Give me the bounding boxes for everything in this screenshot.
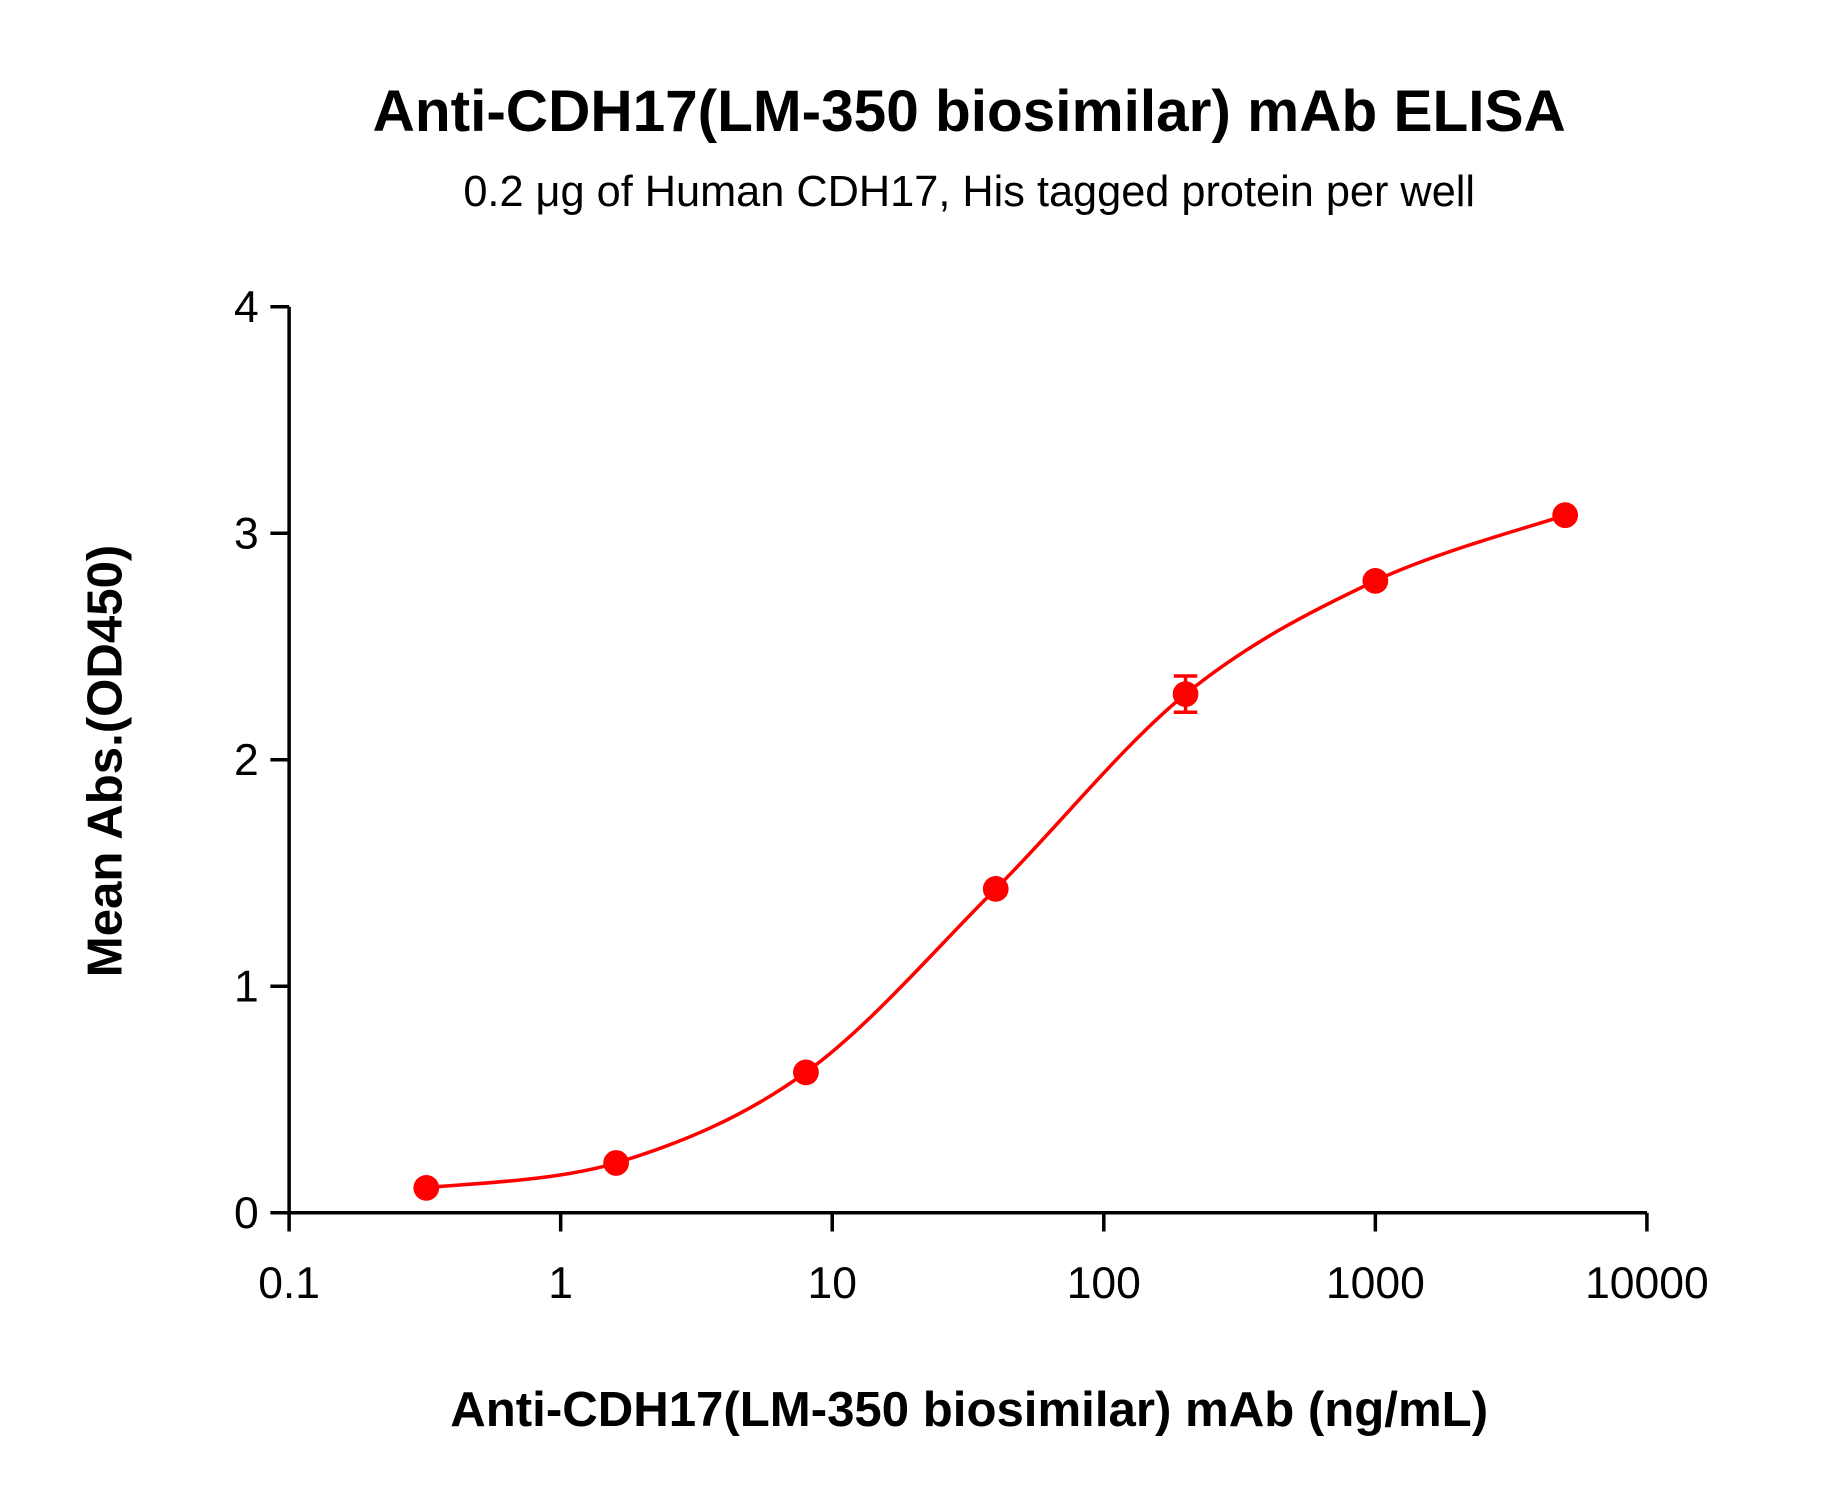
data-points xyxy=(413,502,1579,1201)
x-tick-label: 0.1 xyxy=(258,1259,320,1308)
y-tick-label: 0 xyxy=(234,1189,259,1238)
x-tick-label: 1000 xyxy=(1326,1259,1425,1308)
y-axis-label: Mean Abs.(OD450) xyxy=(78,545,133,978)
x-tick-label: 1 xyxy=(548,1259,573,1308)
x-tick-label: 10000 xyxy=(1585,1259,1709,1308)
data-point xyxy=(1172,681,1199,707)
y-tick-label: 3 xyxy=(234,510,259,559)
axes: 0.1 1 10 100 1000 10000 0 1 2 3 4 xyxy=(234,283,1709,1308)
y-tick-label: 4 xyxy=(234,283,259,332)
data-point xyxy=(1552,502,1579,529)
x-tick-label: 10 xyxy=(808,1259,857,1308)
data-point xyxy=(982,876,1009,902)
data-point xyxy=(1362,567,1389,594)
chart-title: Anti-CDH17(LM-350 biosimilar) mAb ELISA xyxy=(373,79,1566,144)
y-tick-label: 1 xyxy=(234,963,259,1012)
y-tick-label: 2 xyxy=(234,736,259,785)
chart-subtitle: 0.2 μg of Human CDH17, His tagged protei… xyxy=(463,168,1475,216)
fit-curve xyxy=(426,513,1566,1190)
data-point xyxy=(413,1174,440,1201)
x-axis-label: Anti-CDH17(LM-350 biosimilar) mAb (ng/mL… xyxy=(450,1382,1488,1437)
x-tick-label: 100 xyxy=(1067,1259,1141,1308)
data-point xyxy=(603,1150,629,1176)
fit-curve-group xyxy=(426,513,1566,1190)
data-point xyxy=(793,1059,819,1086)
